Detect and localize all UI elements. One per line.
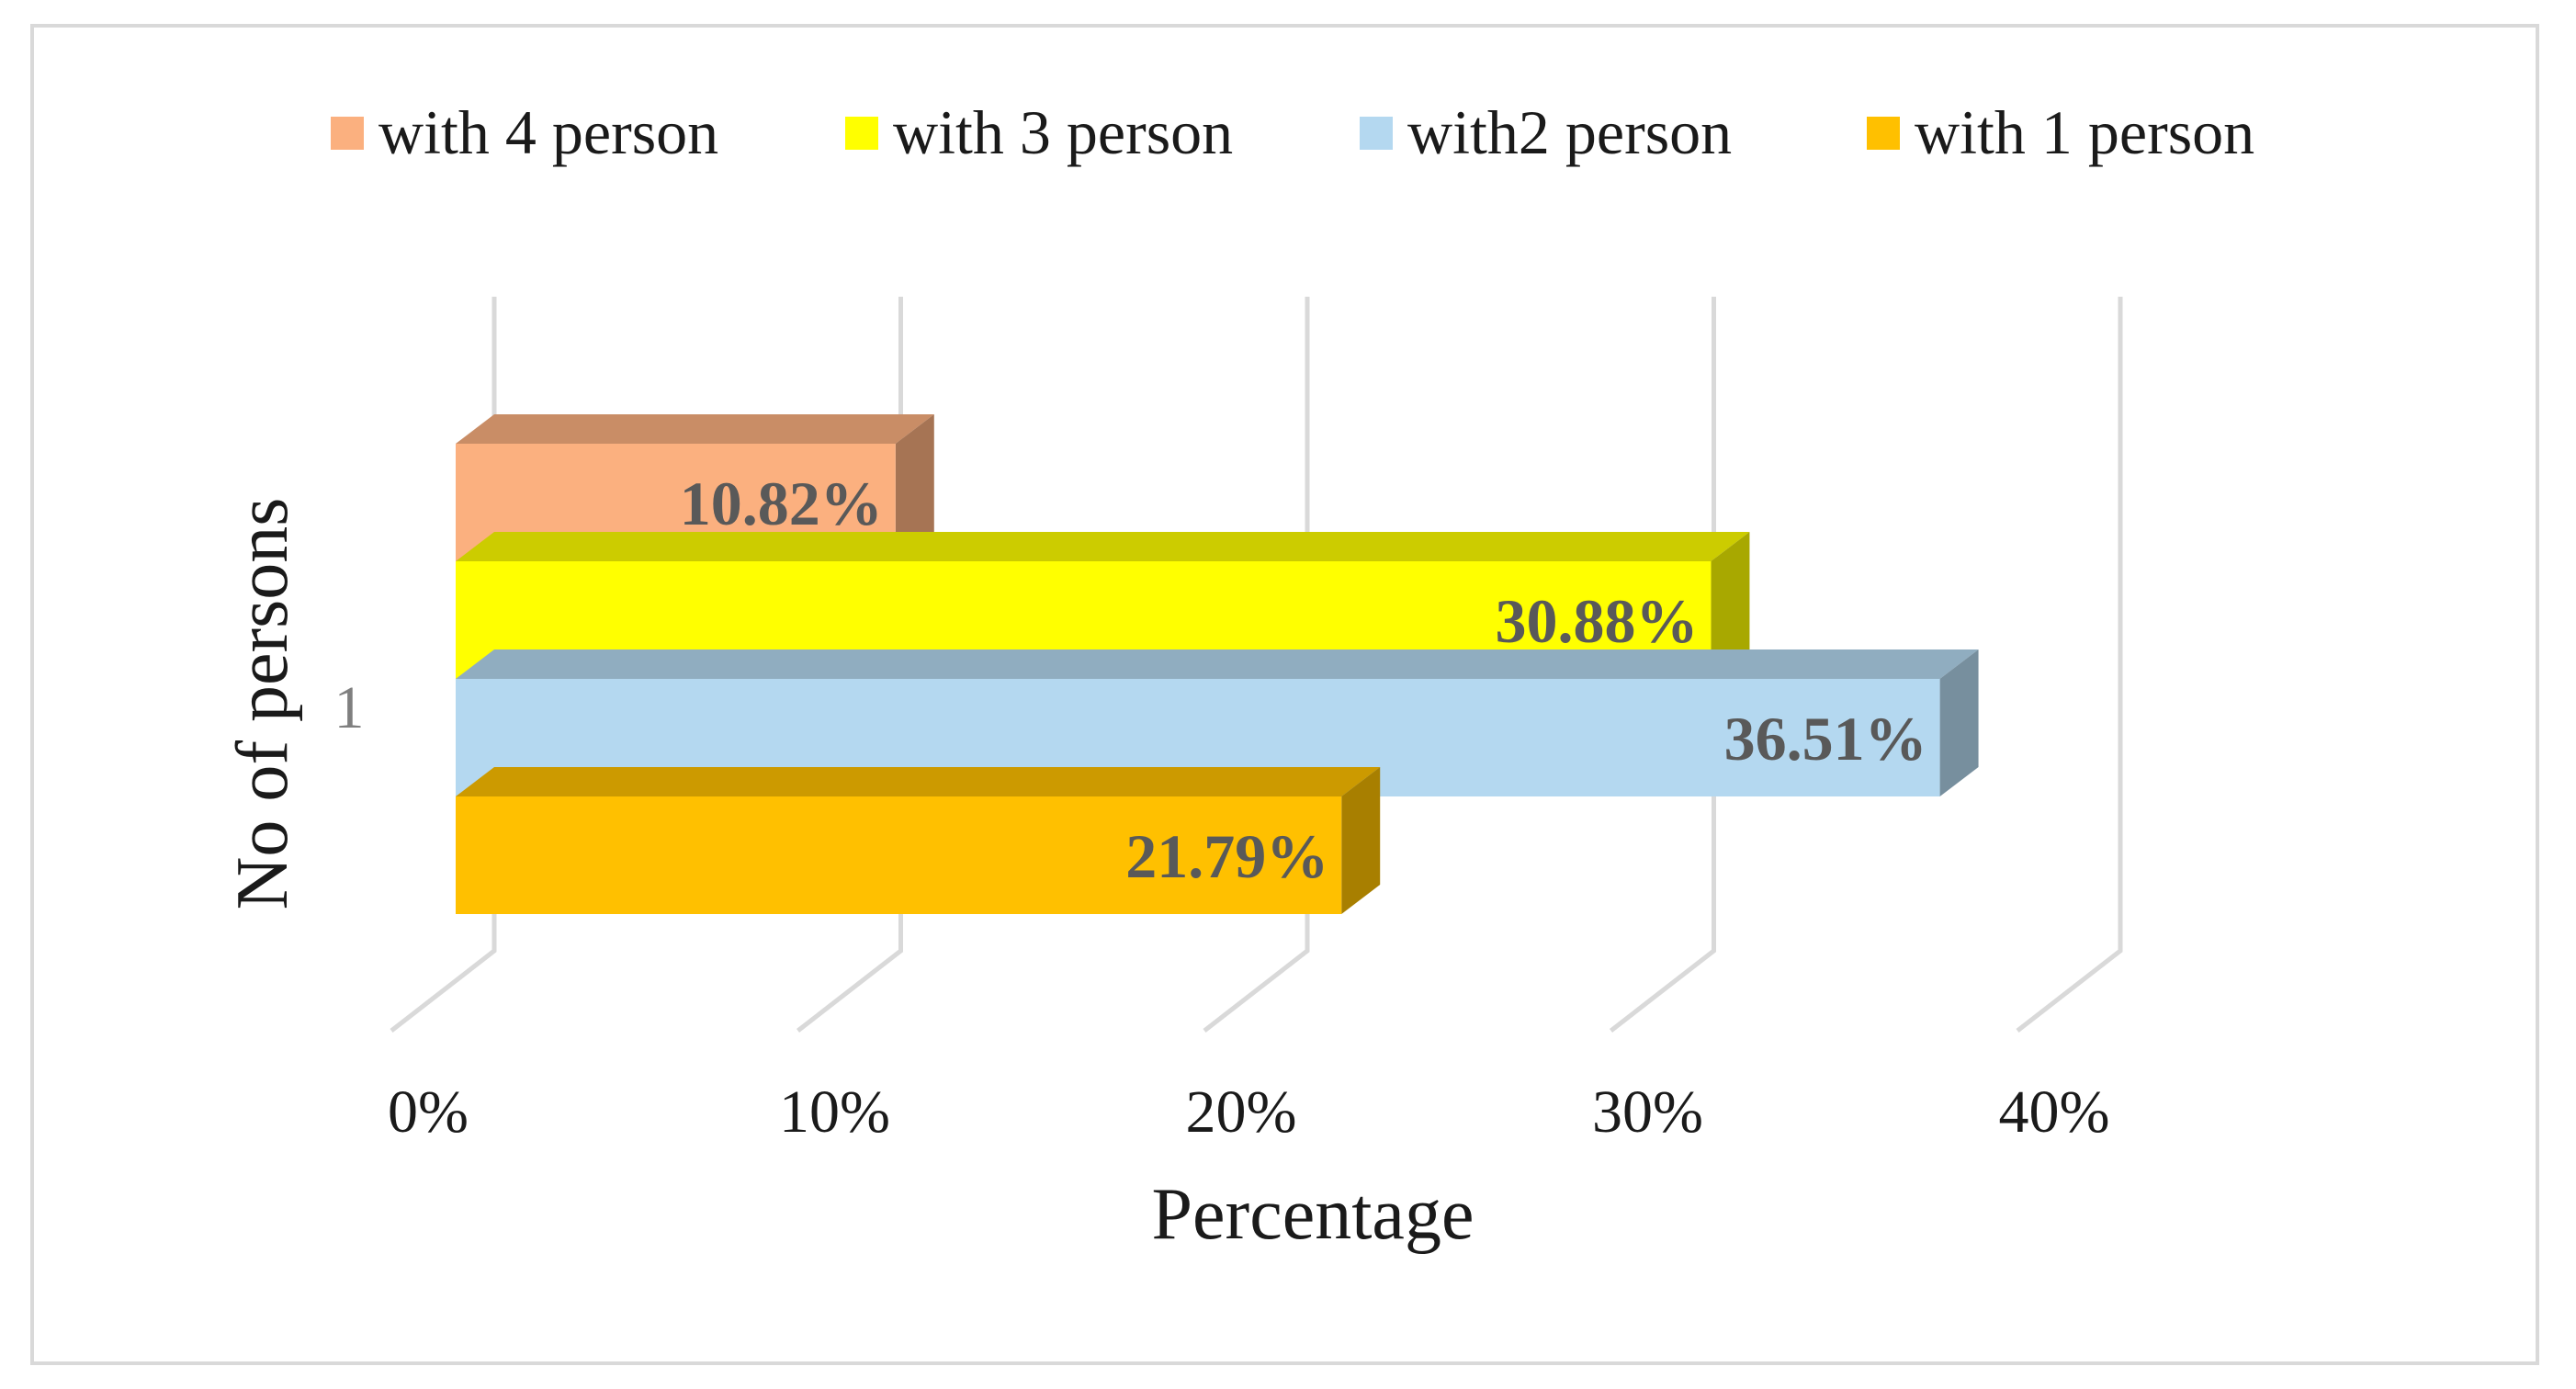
gridline: [2016, 297, 2123, 1033]
category-label: 1: [334, 674, 365, 741]
bar-top-face: [456, 649, 1979, 679]
bar-top-face: [456, 532, 1750, 561]
x-tick-label: 30%: [1592, 1078, 1703, 1146]
legend-swatch: [1867, 117, 1900, 150]
x-tick-labels: 0% 10% 20% 30% 40%: [388, 1078, 2109, 1146]
bar-top-face: [456, 767, 1381, 796]
legend-swatch: [1360, 117, 1393, 150]
bar-top-face: [456, 414, 934, 444]
legend-item: with 3 person: [845, 97, 1233, 167]
legend-swatch: [331, 117, 364, 150]
x-tick-label: 10%: [779, 1078, 890, 1146]
y-axis-title: No of persons: [222, 498, 303, 910]
legend-item: with 1 person: [1867, 97, 2254, 167]
bar-4: [456, 767, 1381, 914]
data-label: 21.79%: [1125, 821, 1328, 891]
gridline: [1203, 297, 1310, 1033]
legend-swatch: [845, 117, 878, 150]
legend-label: with 3 person: [893, 97, 1233, 167]
legend-item: with 4 person: [331, 97, 718, 167]
data-label: 36.51%: [1724, 704, 1927, 774]
bar-side-face: [1939, 649, 1979, 796]
bars: [456, 414, 1979, 914]
legend-label: with 4 person: [378, 97, 718, 167]
data-label: 30.88%: [1495, 586, 1698, 656]
x-tick-label: 20%: [1186, 1078, 1297, 1146]
x-tick-label: 0%: [388, 1078, 469, 1146]
legend-item: with2 person: [1360, 97, 1732, 167]
legend: with 4 person with 3 person with2 person wi…: [331, 97, 2254, 167]
x-tick-label: 40%: [1999, 1078, 2110, 1146]
x-axis-title: Percentage: [1152, 1174, 1474, 1255]
gridline: [1609, 297, 1716, 1033]
bar-front-face: [456, 796, 1342, 914]
data-labels: 10.82% 30.88% 36.51% 21.79%: [680, 469, 1927, 891]
bar-side-face: [1341, 767, 1381, 914]
bar-side-face: [1711, 532, 1750, 679]
bar-side-face: [895, 414, 934, 561]
legend-label: with2 person: [1407, 97, 1732, 167]
data-label: 10.82%: [680, 469, 883, 538]
legend-label: with 1 person: [1915, 97, 2254, 167]
